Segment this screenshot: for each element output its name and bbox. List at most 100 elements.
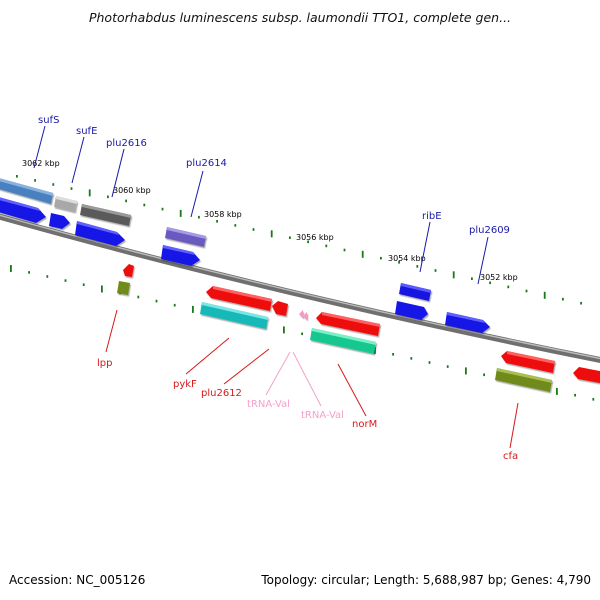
gene-plu2616-arrow[interactable] bbox=[75, 221, 125, 246]
gene-norM-arrow[interactable] bbox=[316, 312, 380, 336]
forward-strand-ticks bbox=[16, 175, 582, 305]
topology-label: Topology: bbox=[261, 573, 318, 587]
forward-major-tick bbox=[361, 250, 364, 258]
gene-lpp-arrow[interactable] bbox=[123, 264, 134, 277]
scale-label-3062: 3062 kbp bbox=[22, 159, 60, 168]
gene-plu2614-arrow[interactable] bbox=[161, 245, 200, 266]
forward-minor-tick bbox=[198, 215, 200, 219]
gene-cfa-arrow[interactable] bbox=[501, 351, 555, 373]
reverse-minor-tick bbox=[64, 279, 67, 282]
reverse-minor-tick bbox=[137, 295, 140, 299]
forward-minor-tick bbox=[52, 183, 55, 186]
label-norM[interactable]: norM bbox=[352, 419, 377, 430]
reverse-major-tick bbox=[556, 387, 558, 395]
reverse-minor-tick bbox=[301, 332, 303, 336]
forward-minor-tick bbox=[161, 207, 164, 211]
reverse-major-tick bbox=[465, 367, 467, 375]
accession-label: Accession: bbox=[9, 573, 73, 587]
forward-minor-tick bbox=[143, 203, 146, 207]
gene-plu2612-arrow[interactable] bbox=[272, 301, 288, 316]
genome-stats: Topology: circular; Length: 5,688,987 bp… bbox=[261, 573, 591, 587]
label-trna-val-2[interactable]: tRNA-Val bbox=[301, 410, 344, 421]
reverse-minor-tick bbox=[446, 365, 449, 368]
label-plu2609[interactable]: plu2609 bbox=[469, 225, 510, 236]
chromosome-backbone bbox=[0, 213, 600, 364]
gene-sufS-block[interactable] bbox=[0, 177, 53, 204]
reverse-minor-tick bbox=[46, 275, 49, 278]
reverse-major-tick bbox=[192, 305, 194, 313]
forward-major-tick bbox=[179, 209, 182, 217]
forward-minor-tick bbox=[562, 297, 564, 301]
gene-sufE-block[interactable] bbox=[54, 196, 77, 212]
gene-cfa-block[interactable] bbox=[495, 368, 552, 392]
label-pykF[interactable]: pykF bbox=[173, 379, 197, 390]
reverse-genes bbox=[117, 264, 600, 392]
reverse-label-leaders bbox=[105, 309, 519, 449]
length-value: 5,688,987 bp bbox=[422, 573, 503, 587]
forward-minor-tick bbox=[70, 187, 73, 190]
gene-plu2616-block[interactable] bbox=[80, 204, 131, 226]
gene-pykF-arrow[interactable] bbox=[206, 286, 272, 311]
label-ribE[interactable]: ribE bbox=[422, 211, 442, 222]
gene-trna-val-2[interactable] bbox=[303, 312, 307, 320]
forward-major-tick bbox=[452, 271, 455, 279]
label-sufE[interactable]: sufE bbox=[76, 126, 97, 137]
forward-minor-tick bbox=[434, 269, 437, 272]
gene-sufE-arrow[interactable] bbox=[49, 213, 70, 229]
reverse-minor-tick bbox=[155, 299, 158, 303]
label-trna-val-1[interactable]: tRNA-Val bbox=[247, 399, 290, 410]
forward-minor-tick bbox=[125, 199, 127, 203]
gene-norM-block[interactable] bbox=[310, 328, 376, 354]
gene-plu2614-block[interactable] bbox=[165, 227, 206, 247]
reverse-minor-tick bbox=[82, 283, 85, 286]
gene-right-edge-arrow[interactable] bbox=[573, 367, 600, 384]
label-sufS[interactable]: sufS bbox=[38, 115, 59, 126]
reverse-minor-tick bbox=[173, 303, 176, 307]
label-cfa[interactable]: cfa bbox=[503, 451, 518, 462]
accession-value: NC_005126 bbox=[76, 573, 146, 587]
gene-lpp-block[interactable] bbox=[117, 281, 130, 295]
scale-labels: 3062 kbp 3060 kbp 3058 kbp 3056 kbp 3054… bbox=[22, 159, 518, 282]
forward-minor-tick bbox=[107, 195, 109, 199]
label-plu2612[interactable]: plu2612 bbox=[201, 388, 242, 399]
forward-minor-tick bbox=[252, 228, 255, 231]
topology-value: circular bbox=[321, 573, 366, 587]
reverse-major-tick bbox=[283, 326, 285, 334]
gene-sufS-arrow[interactable] bbox=[0, 196, 46, 223]
reverse-major-tick bbox=[374, 346, 376, 354]
reverse-minor-tick bbox=[28, 271, 30, 274]
label-plu2616[interactable]: plu2616 bbox=[106, 138, 147, 149]
reverse-gene-labels: lpp pykF plu2612 tRNA-Val tRNA-Val norM … bbox=[97, 358, 518, 462]
forward-minor-tick bbox=[343, 248, 346, 252]
forward-major-tick bbox=[88, 189, 91, 197]
gene-trna-val-1[interactable] bbox=[299, 310, 303, 318]
scale-label-3052: 3052 kbp bbox=[480, 273, 518, 282]
forward-minor-tick bbox=[289, 236, 291, 239]
reverse-minor-tick bbox=[483, 373, 485, 377]
forward-minor-tick bbox=[325, 244, 328, 248]
forward-minor-tick bbox=[471, 277, 473, 280]
reverse-minor-tick bbox=[592, 398, 595, 401]
forward-minor-tick bbox=[16, 175, 18, 178]
forward-minor-tick bbox=[525, 289, 528, 293]
forward-minor-tick bbox=[398, 261, 400, 264]
length-label: Length: bbox=[373, 573, 420, 587]
label-lpp[interactable]: lpp bbox=[97, 358, 112, 369]
gene-pykF-block[interactable] bbox=[200, 302, 268, 329]
forward-minor-tick bbox=[507, 285, 510, 289]
gene-ribE-block[interactable] bbox=[399, 283, 431, 301]
reverse-minor-tick bbox=[574, 393, 576, 397]
scale-label-3054: 3054 kbp bbox=[388, 254, 426, 263]
gene-plu2609-arrow[interactable] bbox=[445, 312, 490, 333]
label-plu2614[interactable]: plu2614 bbox=[186, 158, 227, 169]
scale-label-3058: 3058 kbp bbox=[204, 210, 242, 219]
forward-minor-tick bbox=[580, 301, 582, 305]
forward-minor-tick bbox=[216, 220, 218, 223]
reverse-minor-tick bbox=[410, 357, 413, 360]
scale-label-3056: 3056 kbp bbox=[296, 233, 334, 242]
genes-value: 4,790 bbox=[556, 573, 591, 587]
gene-ribE-arrow[interactable] bbox=[395, 301, 428, 320]
accession-info: Accession: NC_005126 bbox=[9, 573, 145, 587]
genes-label: Genes: bbox=[510, 573, 553, 587]
